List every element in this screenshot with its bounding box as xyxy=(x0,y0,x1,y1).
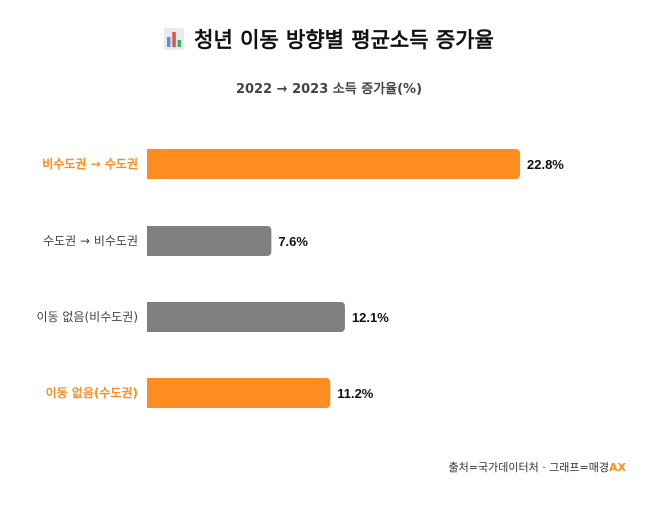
source-text: 출처=국가데이터처 · 그래프=매경 xyxy=(448,461,609,474)
source-note: 출처=국가데이터처 · 그래프=매경AX xyxy=(449,459,626,475)
bar-3-edge xyxy=(147,302,153,332)
bar-4 xyxy=(147,378,331,408)
bar-2 xyxy=(147,226,272,256)
value-label-3: 12.1% xyxy=(352,310,389,325)
category-label-1: 비수도권 → 수도권 xyxy=(42,156,138,171)
bar-3 xyxy=(147,302,345,332)
chart-subtitle: 2022 → 2023 소득 증가율(%) xyxy=(235,82,423,97)
bar-1 xyxy=(147,149,520,179)
value-label-1: 22.8% xyxy=(527,157,564,172)
category-label-3: 이동 없음(비수도권) xyxy=(37,310,139,324)
bar-1-edge xyxy=(147,149,153,179)
chart-title-row: 청년 이동 방향별 평균소득 증가율 xyxy=(0,24,658,54)
chart-title: 청년 이동 방향별 평균소득 증가율 xyxy=(194,28,494,52)
bar-2-edge xyxy=(147,226,153,256)
value-label-2: 7.6% xyxy=(278,234,308,249)
value-label-4: 11.2% xyxy=(337,386,374,401)
bar-4-edge xyxy=(147,378,153,408)
category-label-4: 이동 없음(수도권) xyxy=(46,385,138,400)
category-label-2: 수도권 → 비수도권 xyxy=(43,234,138,248)
bar-chart-icon xyxy=(164,28,185,50)
brand-mark: AX xyxy=(609,461,626,474)
